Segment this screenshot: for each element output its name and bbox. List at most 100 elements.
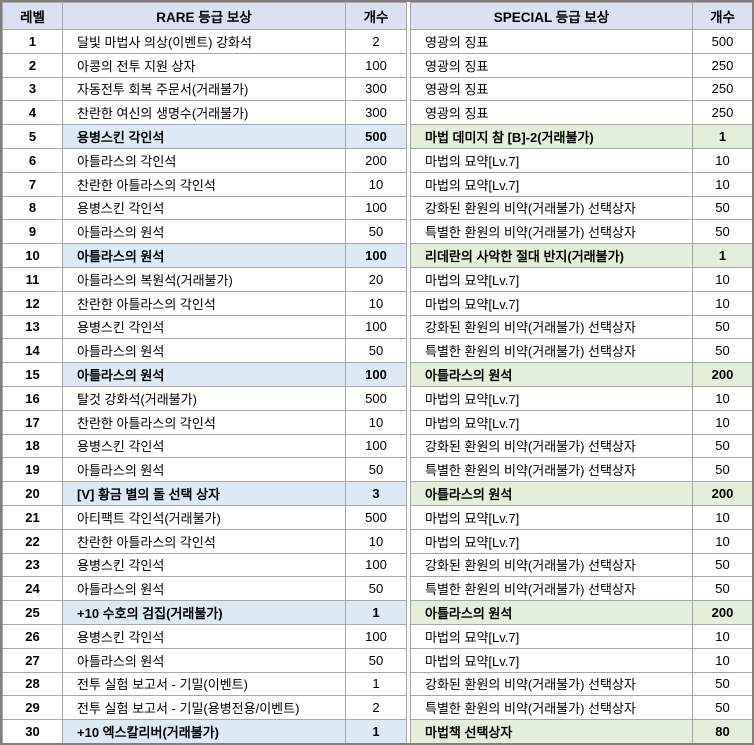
special-reward-cell: 특별한 환원의 비약(거래불가) 선택상자 — [410, 457, 693, 483]
level-cell: 1 — [2, 29, 63, 54]
header-special-count: 개수 — [692, 2, 752, 30]
level-cell: 13 — [2, 314, 63, 340]
table-row: 21 아티팩트 각인석(거래불가) 500 마법의 묘약[Lv.7] 10 — [2, 504, 752, 530]
rare-reward-cell: 용병스킨 각인석 — [62, 623, 346, 649]
special-count-cell: 200 — [692, 600, 752, 625]
table-header: 레벨 RARE 등급 보상 개수 SPECIAL 등급 보상 개수 — [2, 2, 752, 30]
special-count-cell: 10 — [692, 290, 752, 316]
rare-reward-cell: 아틀라스의 원석 — [62, 338, 346, 364]
special-reward-cell: 마법책 선택상자 — [410, 719, 693, 743]
level-cell: 21 — [2, 504, 63, 530]
rare-reward-cell: 아티팩트 각인석(거래불가) — [62, 504, 346, 530]
table-row: 6 아틀라스의 각인석 200 마법의 묘약[Lv.7] 10 — [2, 147, 752, 173]
rare-count-cell: 50 — [345, 338, 407, 364]
special-reward-cell: 마법의 묘약[Lv.7] — [410, 647, 693, 673]
rare-reward-cell: 찬란한 아틀라스의 각인석 — [62, 290, 346, 316]
table-row: 5 용병스킨 각인석 500 마법 데미지 참 [B]-2(거래불가) 1 — [2, 124, 752, 149]
rare-count-cell: 300 — [345, 100, 407, 126]
level-cell: 9 — [2, 219, 63, 245]
level-cell: 5 — [2, 124, 63, 149]
level-cell: 25 — [2, 600, 63, 625]
special-reward-cell: 특별한 환원의 비약(거래불가) 선택상자 — [410, 695, 693, 721]
rare-count-cell: 10 — [345, 171, 407, 197]
rare-count-cell: 500 — [345, 385, 407, 411]
special-reward-cell: 특별한 환원의 비약(거래불가) 선택상자 — [410, 338, 693, 364]
table-row: 29 전투 실험 보고서 - 기밀(용병전용/이벤트) 2 특별한 환원의 비약… — [2, 695, 752, 721]
table-row: 9 아틀라스의 원석 50 특별한 환원의 비약(거래불가) 선택상자 50 — [2, 219, 752, 245]
rare-reward-cell: +10 수호의 검집(거래불가) — [62, 600, 346, 625]
table-row: 2 아콩의 전투 지원 상자 100 영광의 징표 250 — [2, 52, 752, 78]
table-row: 18 용병스킨 각인석 100 강화된 환원의 비약(거래불가) 선택상자 50 — [2, 433, 752, 459]
rare-count-cell: 300 — [345, 76, 407, 102]
rare-reward-cell: 아틀라스의 복원석(거래불가) — [62, 266, 346, 292]
special-count-cell: 50 — [692, 576, 752, 602]
rare-reward-cell: 용병스킨 각인석 — [62, 552, 346, 578]
rare-count-cell: 1 — [345, 671, 407, 697]
level-cell: 30 — [2, 719, 63, 743]
table-row: 19 아틀라스의 원석 50 특별한 환원의 비약(거래불가) 선택상자 50 — [2, 457, 752, 483]
special-reward-cell: 특별한 환원의 비약(거래불가) 선택상자 — [410, 576, 693, 602]
rare-reward-cell: 자동전투 회복 주문서(거래불가) — [62, 76, 346, 102]
level-cell: 26 — [2, 623, 63, 649]
level-cell: 22 — [2, 528, 63, 554]
rare-reward-cell: 전투 실험 보고서 - 기밀(이벤트) — [62, 671, 346, 697]
table-row: 14 아틀라스의 원석 50 특별한 환원의 비약(거래불가) 선택상자 50 — [2, 338, 752, 364]
level-cell: 16 — [2, 385, 63, 411]
rare-reward-cell: 아틀라스의 원석 — [62, 362, 346, 387]
special-count-cell: 50 — [692, 195, 752, 221]
special-reward-cell: 강화된 환원의 비약(거래불가) 선택상자 — [410, 195, 693, 221]
special-reward-cell: 마법의 묘약[Lv.7] — [410, 528, 693, 554]
special-reward-cell: 마법의 묘약[Lv.7] — [410, 385, 693, 411]
special-reward-cell: 아틀라스의 원석 — [410, 600, 693, 625]
rare-count-cell: 1 — [345, 600, 407, 625]
rare-count-cell: 100 — [345, 195, 407, 221]
rare-reward-cell: 아틀라스의 원석 — [62, 243, 346, 268]
rare-count-cell: 2 — [345, 29, 407, 54]
header-rare-count: 개수 — [345, 2, 407, 30]
rare-count-cell: 100 — [345, 552, 407, 578]
rare-reward-cell: 탈것 강화석(거래불가) — [62, 385, 346, 411]
rare-count-cell: 50 — [345, 647, 407, 673]
rare-reward-cell: +10 엑스칼리버(거래불가) — [62, 719, 346, 743]
special-count-cell: 50 — [692, 671, 752, 697]
special-count-cell: 10 — [692, 504, 752, 530]
table-row: 24 아틀라스의 원석 50 특별한 환원의 비약(거래불가) 선택상자 50 — [2, 576, 752, 602]
rare-count-cell: 100 — [345, 52, 407, 78]
special-count-cell: 10 — [692, 385, 752, 411]
special-reward-cell: 영광의 징표 — [410, 76, 693, 102]
table-row: 11 아틀라스의 복원석(거래불가) 20 마법의 묘약[Lv.7] 10 — [2, 266, 752, 292]
special-reward-cell: 마법의 묘약[Lv.7] — [410, 623, 693, 649]
table-row: 26 용병스킨 각인석 100 마법의 묘약[Lv.7] 10 — [2, 623, 752, 649]
level-cell: 15 — [2, 362, 63, 387]
table-row: 10 아틀라스의 원석 100 리데란의 사악한 절대 반지(거래불가) 1 — [2, 243, 752, 268]
level-cell: 6 — [2, 147, 63, 173]
rare-count-cell: 200 — [345, 147, 407, 173]
level-cell: 24 — [2, 576, 63, 602]
level-cell: 4 — [2, 100, 63, 126]
special-reward-cell: 마법의 묘약[Lv.7] — [410, 504, 693, 530]
rare-count-cell: 1 — [345, 719, 407, 743]
table-row: 27 아틀라스의 원석 50 마법의 묘약[Lv.7] 10 — [2, 647, 752, 673]
special-count-cell: 10 — [692, 647, 752, 673]
rare-reward-cell: 찬란한 여신의 생명수(거래불가) — [62, 100, 346, 126]
table-row: 12 찬란한 아틀라스의 각인석 10 마법의 묘약[Lv.7] 10 — [2, 290, 752, 316]
rare-reward-cell: 전투 실험 보고서 - 기밀(용병전용/이벤트) — [62, 695, 346, 721]
rare-count-cell: 100 — [345, 433, 407, 459]
rare-count-cell: 20 — [345, 266, 407, 292]
header-rare-reward: RARE 등급 보상 — [62, 2, 346, 30]
special-count-cell: 10 — [692, 409, 752, 435]
rare-count-cell: 10 — [345, 409, 407, 435]
rare-reward-cell: 아틀라스의 원석 — [62, 457, 346, 483]
header-level: 레벨 — [2, 2, 63, 30]
special-reward-cell: 강화된 환원의 비약(거래불가) 선택상자 — [410, 433, 693, 459]
rare-reward-cell: 아콩의 전투 지원 상자 — [62, 52, 346, 78]
table-row: 16 탈것 강화석(거래불가) 500 마법의 묘약[Lv.7] 10 — [2, 385, 752, 411]
special-count-cell: 10 — [692, 528, 752, 554]
special-count-cell: 500 — [692, 29, 752, 54]
rare-count-cell: 50 — [345, 219, 407, 245]
rare-reward-cell: 아틀라스의 각인석 — [62, 147, 346, 173]
table-row: 17 찬란한 아틀라스의 각인석 10 마법의 묘약[Lv.7] 10 — [2, 409, 752, 435]
table-row: 3 자동전투 회복 주문서(거래불가) 300 영광의 징표 250 — [2, 76, 752, 102]
